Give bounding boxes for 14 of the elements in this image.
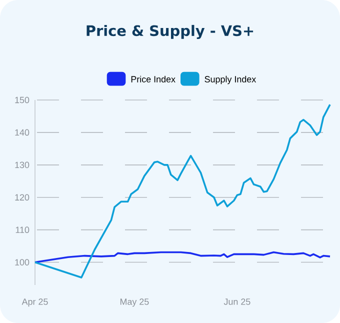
chart-title: Price & Supply - VS+ bbox=[86, 24, 254, 40]
y-tick-label: 120 bbox=[15, 194, 30, 201]
y-tick-label: 140 bbox=[15, 129, 30, 136]
y-tick-label: 110 bbox=[16, 226, 30, 234]
y-tick-label: 130 bbox=[15, 162, 30, 168]
x-tick-label: May 25 bbox=[120, 298, 149, 307]
line-series bbox=[34, 104, 331, 278]
y-tick-label: 100 bbox=[15, 259, 30, 266]
legend-label: Price Index bbox=[131, 76, 176, 82]
x-tick-label: Jun 25 bbox=[224, 298, 250, 305]
y-tick-label: 150 bbox=[15, 96, 30, 104]
legend-label: Supply Index bbox=[204, 76, 256, 84]
x-tick-label: Apr 25 bbox=[22, 298, 48, 307]
line-series bbox=[34, 251, 331, 264]
